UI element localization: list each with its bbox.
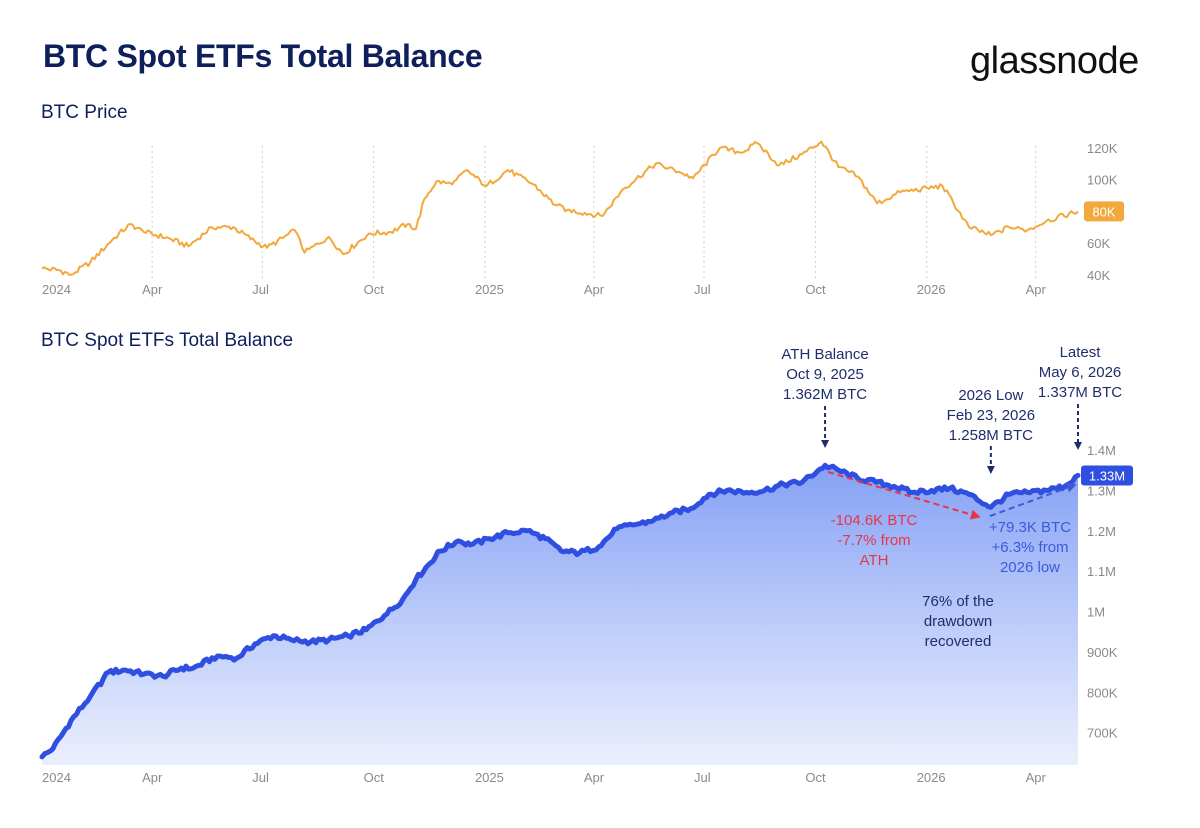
- low-annotation-label: 2026 Low: [958, 387, 1023, 404]
- price-x-tick-label: Oct: [364, 282, 385, 297]
- balance-y-tick-label: 1.2M: [1087, 524, 1116, 539]
- price-x-tick-label: 2026: [917, 282, 946, 297]
- price-y-tick-label: 40K: [1087, 268, 1110, 283]
- balance-y-tick-label: 700K: [1087, 726, 1118, 741]
- drawdown-arrow: [827, 471, 981, 520]
- price-y-tick-label: 60K: [1087, 236, 1110, 251]
- recovered-note: drawdown: [924, 613, 992, 630]
- balance-y-tick-label: 800K: [1087, 685, 1118, 700]
- balance-current-badge: [1081, 465, 1133, 486]
- price-x-tick-label: Apr: [142, 282, 163, 297]
- price-current-badge: [1084, 201, 1124, 222]
- price-y-tick-label: 100K: [1087, 173, 1118, 188]
- price-current-value: 80K: [1092, 204, 1115, 219]
- balance-x-tick-label: 2024: [42, 770, 71, 785]
- balance-x-tick-label: Jul: [252, 770, 269, 785]
- balance-x-tick-label: Apr: [1026, 770, 1047, 785]
- price-x-tick-label: Apr: [1026, 282, 1047, 297]
- latest-annotation-label: 1.337M BTC: [1038, 384, 1122, 401]
- latest-annotation-label: May 6, 2026: [1039, 364, 1122, 381]
- brand-logo: glassnode: [970, 40, 1139, 82]
- drawdown-label: ATH: [860, 552, 889, 569]
- balance-x-tick-label: Oct: [805, 770, 826, 785]
- price-x-tick-label: 2025: [475, 282, 504, 297]
- balance-x-tick-label: 2026: [917, 770, 946, 785]
- recovered-note: 76% of the: [922, 593, 994, 610]
- price-x-tick-label: Jul: [252, 282, 269, 297]
- balance-current-value: 1.33M: [1089, 468, 1125, 483]
- balance-x-tick-label: Oct: [364, 770, 385, 785]
- ath-annotation-label: 1.362M BTC: [783, 386, 867, 403]
- recovered-note: recovered: [925, 633, 992, 650]
- price-chart: 2024 Apr Jul Oct 2025 Apr Jul Oct 2026 Apr 120K 100…: [41, 140, 1124, 297]
- recovery-arrow: [989, 483, 1077, 517]
- balance-x-tick-label: Apr: [584, 770, 605, 785]
- balance-area-fill: [42, 465, 1078, 765]
- balance-chart-title: BTC Spot ETFs Total Balance: [41, 330, 294, 351]
- ath-annotation-label: Oct 9, 2025: [786, 366, 864, 383]
- balance-x-tick-label: Apr: [142, 770, 163, 785]
- page-title: BTC Spot ETFs Total Balance: [43, 38, 483, 74]
- ath-annotation-label: ATH Balance: [781, 346, 868, 363]
- balance-x-tick-label: 2025: [475, 770, 504, 785]
- low-annotation-label: 1.258M BTC: [949, 427, 1033, 444]
- low-annotation-label: Feb 23, 2026: [947, 407, 1035, 424]
- latest-annotation-label: Latest: [1060, 344, 1102, 361]
- balance-y-tick-label: 1.4M: [1087, 443, 1116, 458]
- price-series-line: [41, 140, 1079, 276]
- price-x-tick-label: Apr: [584, 282, 605, 297]
- balance-y-tick-label: 1.1M: [1087, 564, 1116, 579]
- balance-x-tick-label: Jul: [694, 770, 711, 785]
- balance-y-tick-label: 1.3M: [1087, 483, 1116, 498]
- price-y-tick-label: 120K: [1087, 141, 1118, 156]
- recovery-label: 2026 low: [1000, 559, 1060, 576]
- balance-series-line: [39, 462, 1081, 760]
- balance-y-tick-label: 1M: [1087, 605, 1105, 620]
- drawdown-label: -7.7% from: [837, 532, 910, 549]
- price-x-tick-label: 2024: [42, 282, 71, 297]
- recovery-label: +79.3K BTC: [989, 519, 1071, 536]
- price-x-tick-label: Jul: [694, 282, 711, 297]
- balance-y-tick-label: 900K: [1087, 645, 1118, 660]
- price-x-tick-label: Oct: [805, 282, 826, 297]
- recovery-label: +6.3% from: [991, 539, 1068, 556]
- drawdown-label: -104.6K BTC: [831, 512, 918, 529]
- price-chart-title: BTC Price: [41, 102, 128, 123]
- balance-chart: 2024 Apr Jul Oct 2025 Apr Jul Oct 2026 Apr 1.4M 1.3…: [39, 344, 1133, 785]
